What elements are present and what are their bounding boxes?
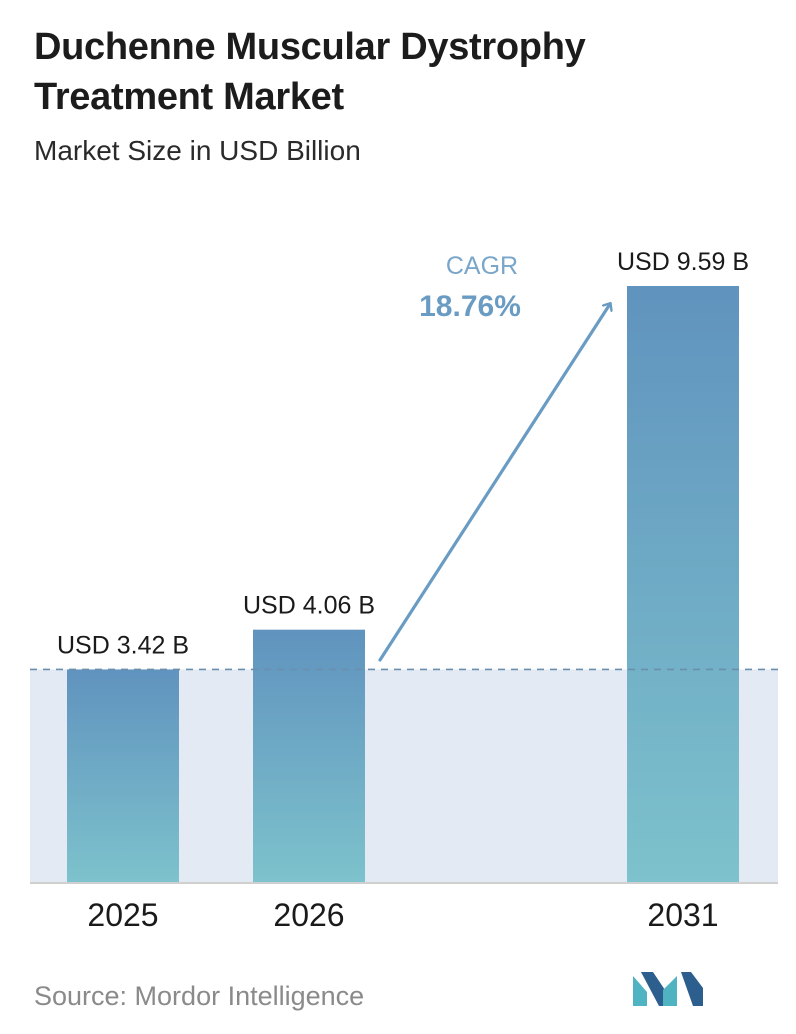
bar-2026 <box>253 629 365 882</box>
x-tick-label-2025: 2025 <box>87 897 158 933</box>
bar-chart: USD 3.42 B USD 4.06 B USD 9.59 B 2025 2026 2… <box>30 248 778 933</box>
chart-title: Duchenne Muscular Dystrophy Treatment Ma… <box>34 26 586 118</box>
x-tick-label-2026: 2026 <box>273 897 344 933</box>
bar-2031 <box>627 286 739 882</box>
x-tick-label-2031: 2031 <box>647 897 718 933</box>
chart-subtitle: Market Size in USD Billion <box>34 135 361 166</box>
data-label-2026: USD 4.06 B <box>243 592 375 620</box>
mordor-logo-icon <box>633 972 703 1011</box>
cagr-value: 18.76% <box>419 290 521 323</box>
cagr-label: CAGR <box>446 252 518 280</box>
source-note: Source: Mordor Intelligence <box>34 981 365 1011</box>
bar-2025 <box>67 669 179 882</box>
data-label-2025: USD 3.42 B <box>57 631 189 659</box>
cagr-arrow <box>378 304 610 662</box>
data-label-2031: USD 9.59 B <box>617 248 749 276</box>
